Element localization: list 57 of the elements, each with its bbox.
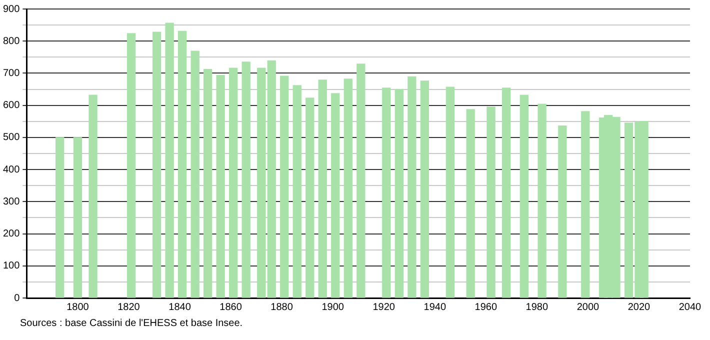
- y-tick-label: 600: [2, 100, 20, 112]
- bar: [292, 85, 302, 298]
- bar: [73, 137, 82, 298]
- bar: [190, 50, 200, 298]
- x-tick-label: 1920: [372, 302, 396, 313]
- bar: [420, 80, 430, 298]
- bar: [558, 126, 567, 298]
- bar: [257, 68, 266, 298]
- y-tick-label: 500: [2, 132, 20, 144]
- x-tick-label: 1980: [526, 302, 548, 313]
- bar: [581, 111, 590, 298]
- bar: [446, 86, 455, 298]
- x-tick-label: 1940: [424, 302, 446, 313]
- bar: [229, 68, 238, 298]
- bar: [242, 62, 250, 298]
- y-tick-label: 200: [2, 228, 20, 240]
- y-tick-label: 700: [2, 68, 20, 79]
- bar: [88, 94, 98, 298]
- bar: [178, 30, 187, 298]
- bar: [306, 98, 314, 298]
- y-tick-label: 900: [2, 4, 20, 15]
- bar: [318, 80, 327, 298]
- bar: [344, 78, 352, 298]
- x-tick-label: 1900: [322, 302, 344, 313]
- x-tick-label: 2000: [576, 302, 600, 313]
- x-tick-label: 1880: [270, 302, 294, 313]
- bar: [382, 88, 391, 298]
- y-tick-label: 800: [2, 36, 20, 47]
- bar: [203, 69, 212, 298]
- bar: [520, 94, 528, 298]
- bar: [486, 106, 496, 298]
- bar: [165, 22, 174, 298]
- x-tick-label: 1860: [220, 302, 242, 313]
- bar: [280, 76, 289, 298]
- bar: [267, 60, 276, 298]
- y-tick-label: 400: [2, 164, 20, 176]
- y-tick-label: 100: [2, 260, 20, 272]
- bar: [126, 33, 136, 298]
- bar: [394, 88, 404, 298]
- bar: [216, 74, 225, 298]
- bar: [356, 64, 366, 298]
- y-tick-label: 300: [2, 196, 20, 208]
- y-tick-label: 0: [14, 292, 20, 304]
- x-tick-label: 2040: [678, 302, 702, 313]
- bar: [466, 109, 475, 298]
- bar: [152, 32, 162, 298]
- x-tick-label: 1820: [118, 302, 140, 313]
- bar: [538, 104, 546, 298]
- bar: [502, 88, 511, 298]
- bar: [331, 93, 340, 298]
- x-tick-label: 1960: [474, 302, 498, 313]
- x-tick-label: 1800: [66, 302, 90, 313]
- bar: [408, 76, 416, 298]
- x-tick-label: 1840: [168, 302, 192, 313]
- source-note: Sources : base Cassini de l'EHESS et base Insee.: [20, 318, 243, 329]
- x-tick-label: 2020: [628, 302, 651, 313]
- bar: [56, 137, 64, 298]
